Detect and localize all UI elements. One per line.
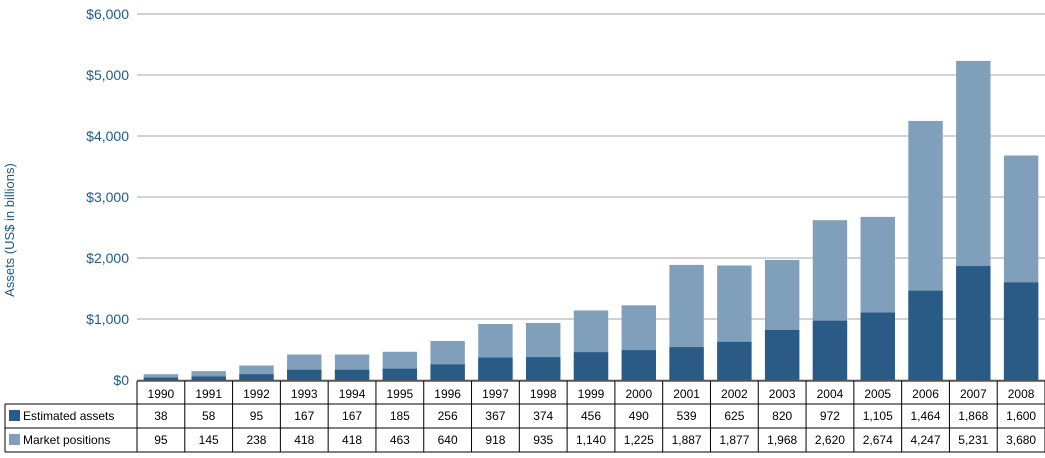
data-label: 418: [294, 433, 314, 447]
bar-estimated-assets: [621, 350, 656, 380]
bar-estimated-assets: [573, 352, 609, 380]
data-label: 367: [485, 409, 505, 423]
bar-estimated-assets: [860, 312, 895, 380]
data-label: 456: [581, 409, 601, 423]
data-label: 95: [154, 433, 168, 447]
y-tick-label: $5,000: [86, 67, 129, 83]
data-label: 972: [820, 409, 840, 423]
data-label: 238: [246, 433, 266, 447]
data-label: 1,105: [863, 409, 893, 423]
data-label: 2,620: [815, 433, 845, 447]
x-tick-label: 1998: [530, 387, 557, 401]
bar-estimated-assets: [1003, 282, 1039, 380]
data-label: 38: [154, 409, 168, 423]
x-tick-label: 1997: [482, 387, 509, 401]
bar-estimated-assets: [812, 320, 848, 380]
data-label: 1,600: [1006, 409, 1036, 423]
bars: [143, 60, 1039, 381]
legend-label: Market positions: [23, 433, 110, 447]
bar-estimated-assets: [382, 368, 418, 380]
x-tick-label: 2006: [912, 387, 939, 401]
gridlines: [137, 13, 1045, 381]
bar-estimated-assets: [956, 266, 991, 380]
y-tick-label: $4,000: [86, 128, 129, 144]
x-tick-label: 1999: [578, 387, 605, 401]
data-label: 418: [342, 433, 362, 447]
data-label: 1,225: [624, 433, 654, 447]
bar-market-positions: [143, 374, 179, 380]
y-axis-label: Assets (US$ in billions): [2, 163, 17, 297]
data-label: 640: [438, 433, 458, 447]
x-tick-label: 1990: [148, 387, 175, 401]
data-label: 256: [438, 409, 458, 423]
data-label: 935: [533, 433, 553, 447]
x-tick-label: 1993: [291, 387, 318, 401]
legend-swatch: [9, 434, 20, 445]
bar-estimated-assets: [430, 364, 465, 380]
x-tick-label: 2001: [673, 387, 700, 401]
data-label: 2,674: [863, 433, 893, 447]
bar-estimated-assets: [526, 357, 561, 380]
bar-market-positions: [191, 371, 226, 380]
legend-swatch: [9, 410, 20, 421]
x-tick-label: 2004: [817, 387, 844, 401]
y-axis-ticks: $0 $1,000 $2,000 $3,000 $4,000 $5,000 $6,000: [86, 6, 129, 388]
x-tick-label: 2002: [721, 387, 748, 401]
bar-estimated-assets: [334, 369, 370, 380]
data-label: 58: [202, 409, 216, 423]
data-label: 490: [629, 409, 649, 423]
data-label: 145: [199, 433, 219, 447]
x-tick-label: 2000: [625, 387, 652, 401]
data-label: 1,140: [576, 433, 606, 447]
y-tick-label: $6,000: [86, 6, 129, 22]
x-tick-label: 2007: [960, 387, 987, 401]
x-tick-label: 1995: [386, 387, 413, 401]
bar-estimated-assets: [239, 374, 274, 380]
data-label: 1,887: [672, 433, 702, 447]
data-label: 3,680: [1006, 433, 1036, 447]
x-tick-label: 2003: [769, 387, 796, 401]
x-tick-label: 1992: [243, 387, 270, 401]
data-label: 625: [724, 409, 744, 423]
data-label: 374: [533, 409, 553, 423]
data-label: 4,247: [911, 433, 941, 447]
data-label: 1,868: [958, 409, 988, 423]
x-tick-label: 2008: [1008, 387, 1035, 401]
x-tick-label: 1991: [195, 387, 222, 401]
data-label: 5,231: [958, 433, 988, 447]
bar-estimated-assets: [908, 290, 943, 380]
data-label: 167: [294, 409, 314, 423]
x-tick-label: 1996: [434, 387, 461, 401]
data-label: 1,464: [911, 409, 941, 423]
data-label: 167: [342, 409, 362, 423]
bar-estimated-assets: [191, 376, 226, 380]
x-tick-label: 1994: [339, 387, 366, 401]
bar-estimated-assets: [143, 377, 179, 380]
bar-estimated-assets: [764, 329, 800, 380]
data-label: 820: [772, 409, 792, 423]
legend-label: Estimated assets: [23, 409, 114, 423]
y-tick-label: $2,000: [86, 250, 129, 266]
y-tick-label: $3,000: [86, 189, 129, 205]
data-label: 185: [390, 409, 410, 423]
data-label: 463: [390, 433, 410, 447]
data-label: 539: [677, 409, 697, 423]
data-label: 1,968: [767, 433, 797, 447]
data-label: 918: [485, 433, 505, 447]
bar-estimated-assets: [287, 369, 322, 380]
data-label: 1,877: [719, 433, 749, 447]
bar-estimated-assets: [669, 347, 704, 380]
y-tick-label: $0: [113, 372, 129, 388]
data-table: 1990 1991 1992 1993 1994 1995 1996 1997 1998 1999…: [4, 380, 1045, 453]
bar-estimated-assets: [717, 341, 752, 380]
y-tick-label: $1,000: [86, 311, 129, 327]
data-label: 95: [250, 409, 264, 423]
bar-estimated-assets: [478, 357, 513, 380]
x-tick-label: 2005: [864, 387, 891, 401]
